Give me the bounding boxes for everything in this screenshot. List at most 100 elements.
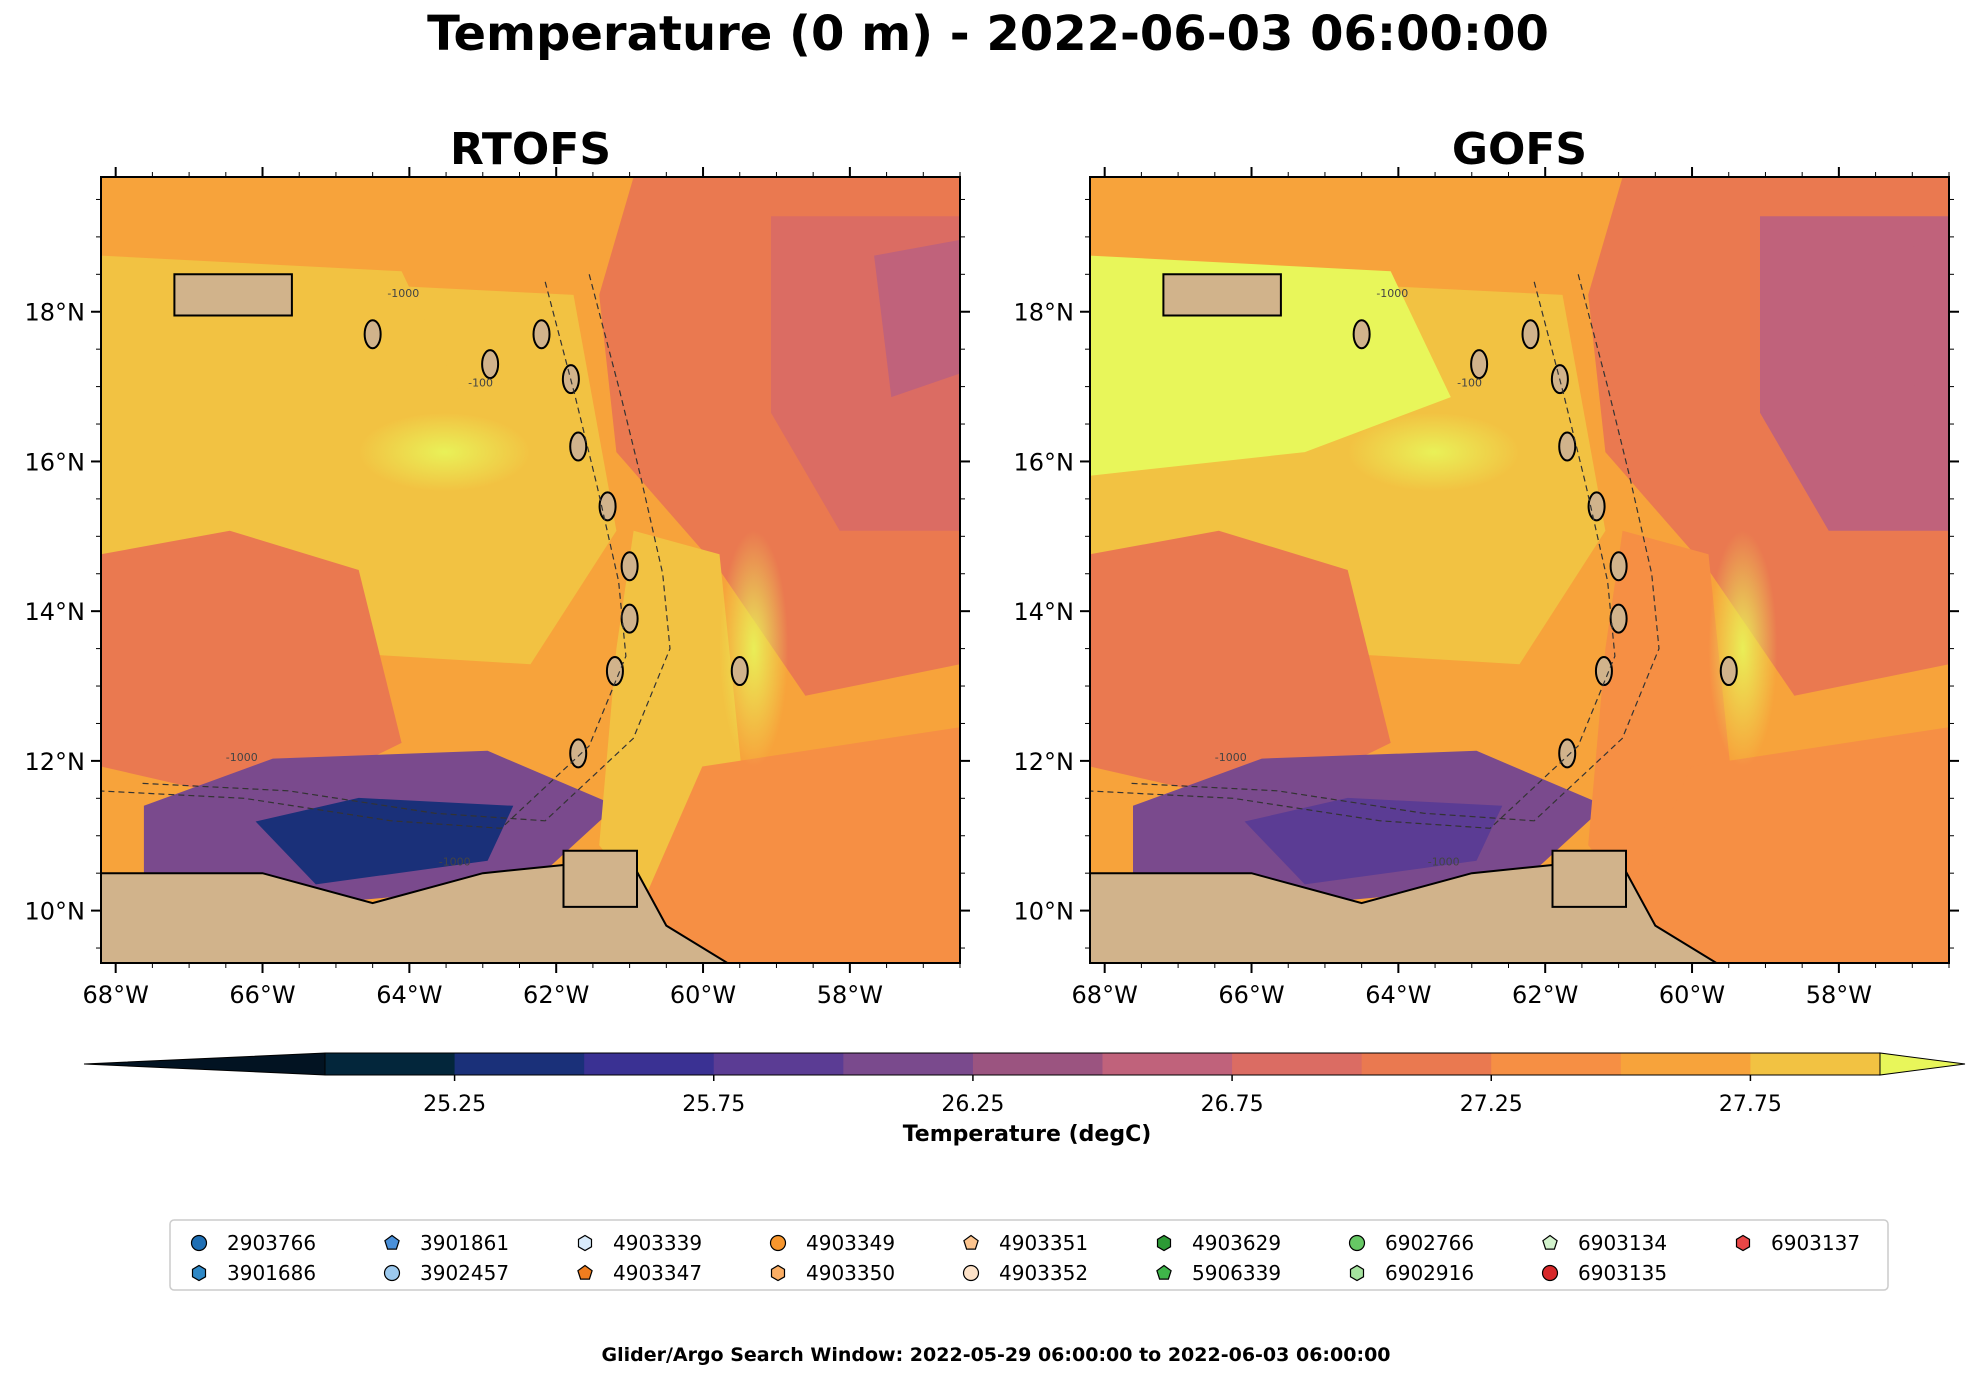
- contour-label: -1000: [226, 751, 258, 764]
- colorbar-segment: [972, 1053, 1103, 1075]
- land-island: [1558, 738, 1577, 769]
- legend-item: 4903349: [769, 1231, 895, 1255]
- land-island: [1609, 603, 1628, 634]
- y-tick-label: 16°N: [1014, 448, 1075, 476]
- legend-marker-circle: [962, 1264, 980, 1282]
- land-island: [532, 319, 551, 350]
- map-frame: [100, 176, 961, 964]
- y-tick-label: 18°N: [25, 299, 86, 327]
- contour-label: -1000: [387, 287, 419, 300]
- figure-title: Temperature (0 m) - 2022-06-03 06:00:00: [427, 6, 1549, 62]
- legend-label: 4903339: [613, 1231, 702, 1255]
- land-island: [1719, 656, 1738, 687]
- legend-item: 4903339: [577, 1231, 702, 1255]
- x-tick-label: 66°W: [229, 981, 295, 1009]
- contour-label: -1000: [439, 856, 471, 869]
- legend-marker-circle: [383, 1264, 401, 1282]
- bathymetry-contour: [1130, 274, 1660, 822]
- colorbar-segment: [1232, 1053, 1363, 1075]
- contour-label: -1000: [1428, 856, 1460, 869]
- legend-item: 4903629: [1156, 1231, 1281, 1255]
- x-tick-label: 64°W: [376, 981, 442, 1009]
- temperature-region: [874, 239, 960, 398]
- colorbar-tick-label: 26.75: [1201, 1092, 1264, 1117]
- legend-item: 5906339: [1156, 1261, 1281, 1285]
- land-island: [620, 603, 639, 634]
- legend-label: 6902766: [1385, 1231, 1474, 1255]
- legend-marker-pentagon: [1542, 1234, 1558, 1250]
- legend-label: 3901686: [227, 1261, 316, 1285]
- land-island: [1470, 349, 1489, 380]
- legend-box: [169, 1219, 1889, 1291]
- land-island: [1558, 431, 1577, 462]
- legend-marker-circle: [769, 1234, 787, 1252]
- temperature-region: [616, 727, 960, 963]
- colorbar-segment: [1102, 1053, 1233, 1075]
- y-tick-label: 14°N: [25, 598, 86, 626]
- land-island: [1587, 491, 1606, 522]
- legend-marker-hexagon: [191, 1264, 207, 1282]
- legend-item: 3902457: [383, 1261, 509, 1285]
- colorbar-segment: [1750, 1053, 1881, 1075]
- legend-label: 6902916: [1385, 1261, 1474, 1285]
- colorbar-tick-label: 27.25: [1460, 1092, 1523, 1117]
- legend-item: 4903352: [962, 1261, 1088, 1285]
- x-tick-label: 66°W: [1218, 981, 1284, 1009]
- warm-filament: [719, 530, 789, 767]
- legend-item: 6903135: [1541, 1261, 1667, 1285]
- legend-marker-circle: [1541, 1264, 1559, 1282]
- colorbar-segment: [454, 1053, 585, 1075]
- colorbar-tick-label: 26.25: [941, 1092, 1004, 1117]
- colorbar-segment: [713, 1053, 844, 1075]
- land-trinidad: [1551, 849, 1627, 908]
- legend-item: 3901861: [384, 1231, 509, 1255]
- legend-item: 6903137: [1735, 1231, 1860, 1255]
- legend-label: 4903347: [613, 1261, 702, 1285]
- legend-label: 4903351: [999, 1231, 1088, 1255]
- legend-marker-pentagon: [384, 1234, 400, 1250]
- colorbar-tick-label: 27.75: [1719, 1092, 1782, 1117]
- y-tick-label: 10°N: [1014, 898, 1075, 926]
- float-legend: 2903766 3901686 3901861 3902457 4903339 49033…: [169, 1219, 1889, 1291]
- legend-marker-hexagon: [770, 1264, 786, 1282]
- temperature-region: [1605, 727, 1949, 963]
- legend-marker-hexagon: [1349, 1264, 1365, 1282]
- colorbar-segment: [843, 1053, 974, 1075]
- legend-label: 3902457: [420, 1261, 509, 1285]
- land-island: [363, 319, 382, 350]
- colorbar-tick-label: 25.75: [682, 1092, 745, 1117]
- y-tick-label: 12°N: [1014, 748, 1075, 776]
- legend-item: 2903766: [190, 1231, 316, 1255]
- land-island: [569, 431, 588, 462]
- land-island: [598, 491, 617, 522]
- bathymetry-contour: [1090, 281, 1616, 829]
- legend-label: 4903629: [1192, 1231, 1281, 1255]
- search-window-footer: Glider/Argo Search Window: 2022-05-29 06…: [601, 1344, 1390, 1366]
- temperature-region: [1090, 530, 1391, 806]
- land-island: [1609, 551, 1628, 582]
- x-tick-label: 58°W: [1806, 981, 1872, 1009]
- legend-marker-pentagon: [963, 1234, 979, 1250]
- temperature-field: -1000 -100 -1000 -1000: [101, 177, 960, 963]
- legend-item: 4903347: [577, 1261, 702, 1285]
- legend-item: 6902766: [1348, 1231, 1474, 1255]
- colorbar-segment: [1620, 1053, 1751, 1075]
- colorbar-segment: [325, 1053, 456, 1075]
- land-island: [605, 656, 624, 687]
- legend-label: 6903134: [1578, 1231, 1667, 1255]
- contour-label: -1000: [1376, 287, 1408, 300]
- warm-eddy: [1347, 412, 1520, 492]
- colorbar: 25.25 25.75 26.25 26.75 27.25 27.75 Temperatur…: [83, 1052, 1966, 1147]
- y-tick-label: 16°N: [25, 448, 86, 476]
- map-panel-rtofs: -1000 -100 -1000 -1000 RTOFS 68°W 66°W 64°W 62°W…: [25, 124, 970, 1009]
- land-island: [730, 656, 749, 687]
- y-tick-label: 18°N: [1014, 299, 1075, 327]
- legend-item: 6903134: [1542, 1231, 1667, 1255]
- temperature-region: [1863, 239, 1949, 398]
- warm-eddy: [358, 412, 531, 492]
- x-tick-label: 64°W: [1365, 981, 1431, 1009]
- panel-title: RTOFS: [450, 124, 611, 175]
- warm-filament: [1708, 530, 1778, 767]
- colorbar-frame: [324, 1052, 1881, 1076]
